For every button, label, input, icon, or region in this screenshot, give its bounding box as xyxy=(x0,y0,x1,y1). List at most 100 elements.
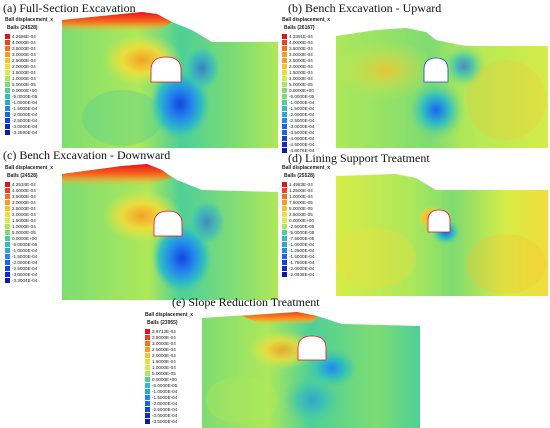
legend-swatch xyxy=(5,218,10,223)
legend-swatch xyxy=(282,52,287,57)
legend-value: -1.7500E-04 xyxy=(289,259,315,265)
tunnel-opening xyxy=(153,210,183,237)
legend-value: -2.0000E-04 xyxy=(12,111,38,117)
legend-value: 3.0000E-04 xyxy=(12,51,36,57)
legend-value: -2.0000E-04 xyxy=(12,259,38,265)
legend-value: -2.5000E-04 xyxy=(289,117,315,123)
legend-value: -2.5000E-04 xyxy=(152,406,178,412)
legend-value: 2.0000E-04 xyxy=(12,63,36,69)
legend-swatch xyxy=(145,377,150,382)
legend-swatch xyxy=(282,254,287,259)
legend-swatch xyxy=(282,106,287,111)
panel-b-legend: Ball displacement_x Balls (26167) 4.3391… xyxy=(282,17,342,153)
legend-swatch xyxy=(145,353,150,358)
panel-b-map xyxy=(336,28,548,148)
legend-swatch xyxy=(282,112,287,117)
legend-value: -5.0000E-05 xyxy=(12,241,38,247)
legend-swatch xyxy=(282,224,287,229)
legend-value: -2.0000E-04 xyxy=(152,400,178,406)
legend-value: 0.0000E+00 xyxy=(289,87,314,93)
legend-swatch xyxy=(5,236,10,241)
legend-value: 0.0000E+00 xyxy=(12,235,37,241)
panel-e-map xyxy=(202,312,420,428)
legend-value: 5.0000E-05 xyxy=(152,370,176,376)
legend-swatch xyxy=(5,106,10,111)
legend-swatch xyxy=(145,395,150,400)
legend-swatch xyxy=(5,34,10,39)
legend-swatch xyxy=(282,248,287,253)
legend-swatch xyxy=(5,82,10,87)
legend-value: 0.0000E+00 xyxy=(12,87,37,93)
legend-value: 5.0000E-05 xyxy=(289,205,313,211)
legend-swatch xyxy=(5,266,10,271)
legend-swatch xyxy=(5,260,10,265)
legend-value: 5.0000E-05 xyxy=(12,229,36,235)
legend-value: -2.5000E-05 xyxy=(289,223,315,229)
panel-a-legend: Ball displacement_x Balls (24528) 4.2686… xyxy=(5,17,65,138)
legend-swatch xyxy=(145,359,150,364)
legend-value: 1.0000E-04 xyxy=(289,193,313,199)
panel-d-legend: Ball displacement_x Balls (25528) 1.4983… xyxy=(282,165,342,286)
legend-value: 1.5000E-04 xyxy=(12,217,36,223)
legend-swatch xyxy=(5,206,10,211)
legend-value: 2.5000E-04 xyxy=(12,205,36,211)
legend-value: -4.5000E-04 xyxy=(289,141,315,147)
legend-value: -3.0000E-04 xyxy=(12,123,38,129)
panel-c-map xyxy=(62,164,278,300)
legend-value: 0.0000E+00 xyxy=(152,376,177,382)
legend-value: -7.5000E-05 xyxy=(289,235,315,241)
legend-value: 1.5000E-04 xyxy=(12,69,36,75)
legend-value: 3.5000E-04 xyxy=(289,45,313,51)
legend-value: -2.0000E-04 xyxy=(289,111,315,117)
legend-swatch xyxy=(5,224,10,229)
legend-value: -3.0000E-04 xyxy=(152,412,178,418)
legend-swatch xyxy=(5,230,10,235)
legend-swatch xyxy=(282,34,287,39)
legend-swatch xyxy=(5,76,10,81)
legend-swatch xyxy=(282,82,287,87)
legend-value: 4.0000E-04 xyxy=(12,187,36,193)
legend-value: -1.5000E-04 xyxy=(12,105,38,111)
legend-swatch xyxy=(282,272,287,277)
legend-swatch xyxy=(282,40,287,45)
legend-swatch xyxy=(5,40,10,45)
legend-value: 1.4983E-04 xyxy=(289,181,313,187)
legend-swatch xyxy=(145,419,150,424)
legend-value: 2.5000E-04 xyxy=(289,57,313,63)
legend-header: Ball displacement_x xyxy=(282,165,331,171)
legend-swatch xyxy=(282,88,287,93)
legend-value: 1.0000E-04 xyxy=(152,364,176,370)
legend-swatch xyxy=(5,88,10,93)
legend-swatch xyxy=(145,341,150,346)
legend-value: 2.5000E-04 xyxy=(12,57,36,63)
legend-swatch xyxy=(145,371,150,376)
legend-value: 1.0000E-04 xyxy=(12,75,36,81)
legend-swatch xyxy=(5,278,10,283)
legend-swatch xyxy=(5,242,10,247)
legend-header: Ball displacement_x xyxy=(145,312,194,318)
legend-swatch xyxy=(5,112,10,117)
panel-e-title: (e) Slope Reduction Treatment xyxy=(172,295,320,309)
legend-swatch xyxy=(145,383,150,388)
legend-value: -1.5000E-04 xyxy=(12,253,38,259)
legend-value: 3.0000E-04 xyxy=(289,51,313,57)
legend-value: -3.5000E-04 xyxy=(152,418,178,424)
legend-swatch xyxy=(5,188,10,193)
legend-swatch xyxy=(5,248,10,253)
legend-value: 2.5000E-04 xyxy=(152,346,176,352)
legend-swatch xyxy=(282,182,287,187)
legend-swatch xyxy=(145,407,150,412)
legend-value: 4.2686E-04 xyxy=(12,33,36,39)
legend-ball-count: Balls (25528) xyxy=(284,173,315,179)
legend-ball-count: Balls (26167) xyxy=(284,25,315,31)
legend-swatch xyxy=(282,266,287,271)
legend-value: 2.0000E-04 xyxy=(152,352,176,358)
legend-swatch xyxy=(282,188,287,193)
legend-value: -1.5000E-04 xyxy=(289,105,315,111)
legend-swatch xyxy=(145,335,150,340)
legend-value: 2.0000E-04 xyxy=(289,63,313,69)
legend-swatch xyxy=(282,142,287,147)
legend-swatch xyxy=(145,329,150,334)
legend-value: -5.0000E-05 xyxy=(289,93,315,99)
legend-swatch xyxy=(282,118,287,123)
